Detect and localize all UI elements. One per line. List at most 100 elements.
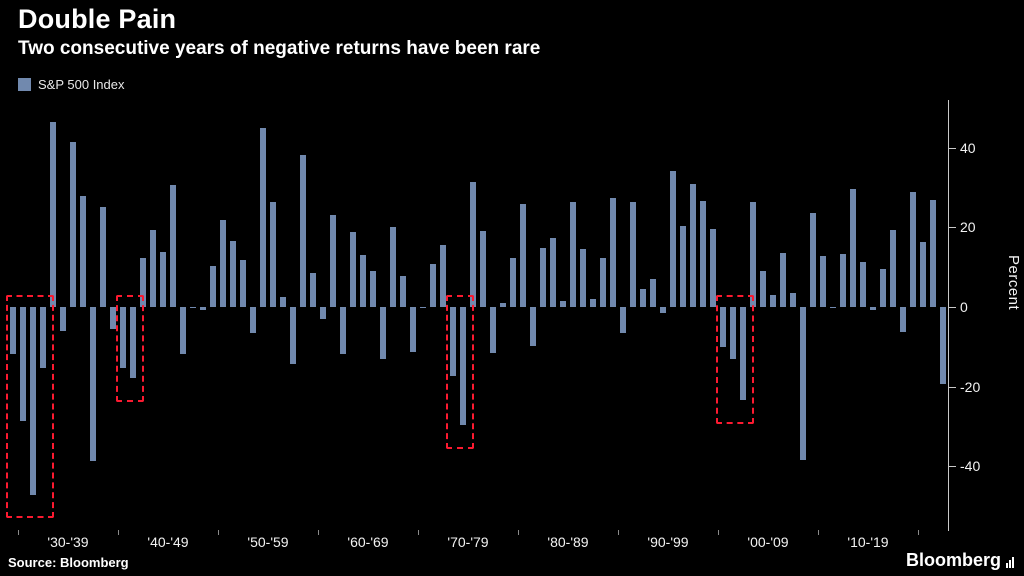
x-axis-tick-label: '60-'69 — [347, 534, 389, 550]
bar — [769, 295, 777, 308]
bar — [839, 253, 847, 308]
bar — [279, 296, 287, 308]
x-axis-tick-label: '50-'59 — [247, 534, 289, 550]
bar — [89, 307, 97, 461]
bar — [879, 269, 887, 308]
x-axis-tick-label: '70-'79 — [447, 534, 489, 550]
bar — [339, 307, 347, 354]
bar — [329, 215, 337, 308]
x-axis-tick — [118, 530, 119, 535]
bar — [479, 230, 487, 308]
bar — [249, 307, 257, 334]
bar — [399, 276, 407, 308]
bar — [629, 202, 637, 308]
bar — [649, 278, 657, 308]
bar — [819, 256, 827, 308]
x-axis-tick-label: '40-'49 — [147, 534, 189, 550]
bar — [509, 258, 517, 308]
y-axis-tick-label: -40 — [960, 458, 981, 475]
negative-streak-highlight — [445, 295, 475, 450]
bar — [889, 229, 897, 308]
bar — [369, 270, 377, 308]
y-axis-tick — [949, 227, 956, 229]
bar — [229, 241, 237, 308]
bar — [19, 307, 27, 421]
legend: S&P 500 Index — [18, 77, 125, 92]
x-axis-tick — [818, 530, 819, 535]
bar — [159, 252, 167, 308]
bar — [939, 307, 947, 385]
bar — [299, 155, 307, 308]
x-axis-tick-label: '80-'89 — [547, 534, 589, 550]
bar — [489, 307, 497, 353]
bar — [219, 220, 227, 308]
signal-bars-icon — [1006, 557, 1014, 571]
bar — [589, 299, 597, 308]
y-axis-tick-label: -20 — [960, 378, 981, 395]
bar — [539, 248, 547, 308]
bar — [709, 229, 717, 308]
bar — [689, 183, 697, 308]
bar — [259, 127, 267, 308]
y-axis-tick-label: 0 — [960, 299, 968, 316]
x-axis-tick — [418, 530, 419, 535]
bar — [829, 307, 837, 309]
bar — [579, 248, 587, 308]
x-axis-tick-label: '00-'09 — [747, 534, 789, 550]
bar — [39, 307, 47, 368]
bar — [389, 227, 397, 308]
bar — [269, 201, 277, 308]
x-axis-tick — [618, 530, 619, 535]
bar — [559, 301, 567, 308]
source-credit: Source: Bloomberg — [8, 555, 129, 570]
legend-label: S&P 500 Index — [38, 77, 125, 92]
bar — [59, 307, 67, 331]
page-title: Double Pain — [18, 4, 177, 34]
bar — [669, 171, 677, 308]
bar — [189, 307, 197, 309]
bar — [849, 189, 857, 308]
negative-streak-highlight — [715, 295, 755, 425]
x-axis-tick — [918, 530, 919, 535]
bar — [519, 204, 527, 308]
bar — [759, 271, 767, 308]
bar — [679, 226, 687, 308]
bar — [429, 264, 437, 308]
bar — [9, 307, 17, 355]
bar — [99, 206, 107, 308]
y-axis-tick — [949, 307, 956, 309]
bar — [149, 229, 157, 308]
bar — [499, 302, 507, 308]
bar — [239, 260, 247, 308]
bloomberg-logo: Bloomberg — [906, 550, 1014, 571]
bar — [349, 231, 357, 308]
y-axis-tick-label: 40 — [960, 139, 976, 156]
bar — [799, 307, 807, 461]
bar — [319, 307, 327, 319]
y-axis-tick-label: 20 — [960, 219, 976, 236]
negative-streak-highlight — [115, 295, 145, 403]
bar — [49, 121, 57, 308]
x-axis-tick — [318, 530, 319, 535]
bar — [699, 200, 707, 308]
bar — [119, 307, 127, 368]
negative-streak-highlight — [5, 295, 55, 519]
bar — [899, 307, 907, 332]
bar — [459, 307, 467, 426]
bar — [929, 199, 937, 308]
y-axis-tick — [949, 147, 956, 149]
bar — [309, 273, 317, 308]
bar — [609, 198, 617, 308]
bar — [919, 242, 927, 308]
bar — [439, 244, 447, 308]
bar — [179, 307, 187, 355]
x-axis-tick — [18, 530, 19, 535]
bar — [139, 257, 147, 308]
bar — [199, 307, 207, 310]
bar — [409, 307, 417, 353]
bar — [779, 252, 787, 308]
bar — [549, 238, 557, 308]
bar — [69, 142, 77, 308]
bar — [529, 307, 537, 346]
